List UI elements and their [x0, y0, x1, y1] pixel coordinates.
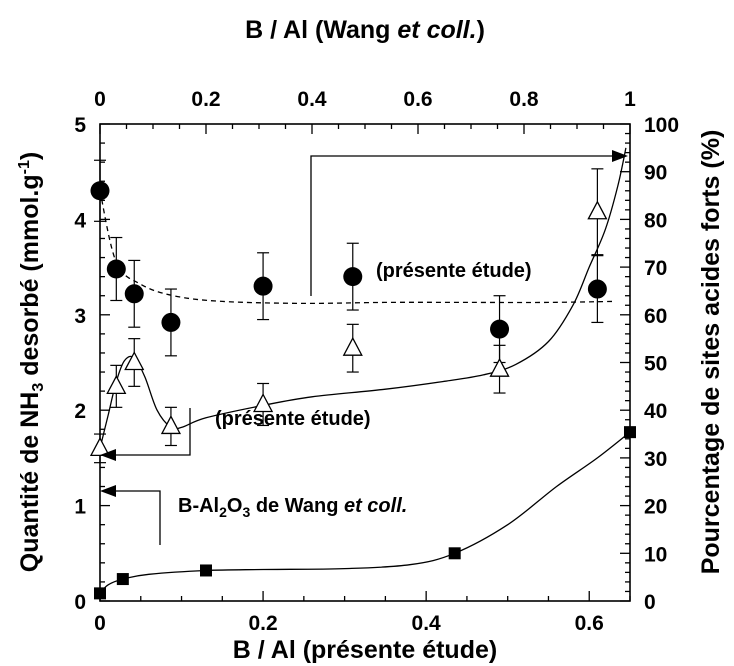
y-right-tick-label: 70	[644, 257, 667, 280]
y-axis-title-left-a: Quantité de NH	[16, 392, 44, 573]
y-right-tick-label: 60	[644, 305, 667, 328]
data-point-circle	[587, 279, 607, 299]
x-bottom-tick-label: 0.6	[575, 612, 604, 635]
data-point-circle	[106, 259, 126, 279]
arrow-circles-to-right-axis	[310, 155, 612, 296]
y-left-tick-label: 5	[74, 114, 86, 137]
y-right-tick-label: 90	[644, 162, 667, 185]
x-top-tick-label: 0.8	[509, 88, 539, 111]
data-point-square	[94, 587, 106, 600]
data-point-triangle	[106, 374, 127, 395]
data-point-square	[448, 547, 461, 560]
annotation-triangles-label: (présente étude)	[215, 408, 371, 430]
arrow-squares-to-left-axis	[116, 490, 161, 545]
tick-labels-layer: 0 0.2 0.4 0.60 0.2 0.4 0.6 0.8 10123450102030405…	[74, 88, 679, 635]
x-top-tick-label: 0	[94, 88, 106, 111]
x-top-tick-label: 0.6	[403, 88, 432, 111]
data-point-circle	[343, 267, 363, 287]
arrow-triangles-to-left-axis	[116, 408, 191, 456]
y-right-tick-label: 40	[644, 400, 667, 423]
arrowhead-left-triangles	[100, 449, 116, 461]
y-left-tick-label: 2	[74, 400, 86, 423]
x-bottom-tick-label: 0.2	[248, 612, 277, 635]
x-axis-title-top-main: B / Al (Wang	[245, 16, 397, 44]
data-point-circle	[161, 312, 181, 332]
plot-frame	[99, 123, 631, 602]
y-right-tick-label: 100	[644, 114, 679, 137]
y-axis-title-left: Quantité de NH3 desorbé (mmol.g-1)	[16, 152, 47, 572]
arrowhead-right	[612, 150, 628, 162]
data-point-triangle	[489, 357, 510, 377]
y-axis-title-left-b: desorbé (mmol.g	[16, 174, 44, 382]
x-bottom-tick-label: 0.4	[412, 612, 442, 635]
data-point-square	[116, 573, 129, 586]
y-axis-title-left-sub: 3	[30, 383, 47, 392]
annotation-squares-c: de Wang	[250, 495, 344, 517]
y-axis-title-right: Pourcentage de sites acides forts (%)	[697, 130, 725, 575]
y-left-tick-label: 1	[74, 496, 86, 519]
data-point-circle	[90, 181, 110, 201]
pointer-arrows	[100, 150, 628, 545]
fit-line-filled-circle	[99, 190, 614, 305]
fit-line-open-triangle	[99, 147, 627, 449]
fit-lines-layer	[99, 147, 631, 594]
data-point-triangle	[342, 336, 363, 356]
y-right-tick-label: 0	[644, 591, 656, 614]
y-right-tick-label: 30	[644, 448, 667, 471]
y-axis-title-left-sup: -1	[16, 160, 33, 174]
y-left-tick-label: 3	[74, 305, 86, 328]
x-top-tick-label: 0.2	[191, 88, 220, 111]
markers-layer	[89, 181, 636, 600]
annotation-squares-b: O	[227, 495, 243, 517]
x-bottom-tick-label: 0	[94, 612, 106, 635]
data-point-square	[200, 564, 212, 577]
x-axis-title-top-italic: et coll.	[397, 16, 476, 44]
x-axis-title-top: B / Al (Wang et coll.)	[245, 16, 485, 44]
data-point-circle	[490, 319, 510, 339]
y-left-tick-label: 4	[74, 209, 86, 232]
x-top-tick-label: 1	[624, 88, 636, 111]
annotation-squares-a: B-Al	[178, 495, 219, 517]
y-left-tick-label: 0	[74, 591, 86, 614]
y-right-tick-label: 80	[644, 209, 667, 232]
y-right-tick-label: 20	[644, 496, 667, 519]
annotation-squares-sub1: 2	[219, 504, 227, 520]
x-top-tick-label: 0.4	[297, 88, 327, 111]
annotation-squares-sub2: 3	[242, 504, 250, 520]
data-point-circle	[124, 284, 144, 304]
data-point-triangle	[160, 415, 182, 435]
data-point-triangle	[89, 436, 111, 457]
annotation-squares-label: B-Al2O3 de Wang et coll.	[178, 495, 407, 520]
y-axis-title-left-c: )	[16, 152, 44, 160]
data-point-triangle	[252, 393, 274, 413]
axes-layer	[99, 123, 631, 602]
data-point-circle	[253, 276, 273, 296]
annotation-squares-italic: et coll.	[344, 495, 407, 517]
data-point-triangle	[587, 200, 608, 220]
data-point-triangle	[124, 351, 145, 371]
x-axis-title-bottom: B / Al (présente étude)	[233, 636, 497, 664]
arrowhead-left-squares	[100, 485, 116, 497]
y-right-tick-label: 10	[644, 543, 667, 566]
data-point-square	[624, 426, 636, 439]
annotation-circles-label: (présente étude)	[376, 260, 532, 282]
x-axis-title-top-end: )	[477, 16, 485, 44]
y-right-tick-label: 50	[644, 353, 667, 376]
